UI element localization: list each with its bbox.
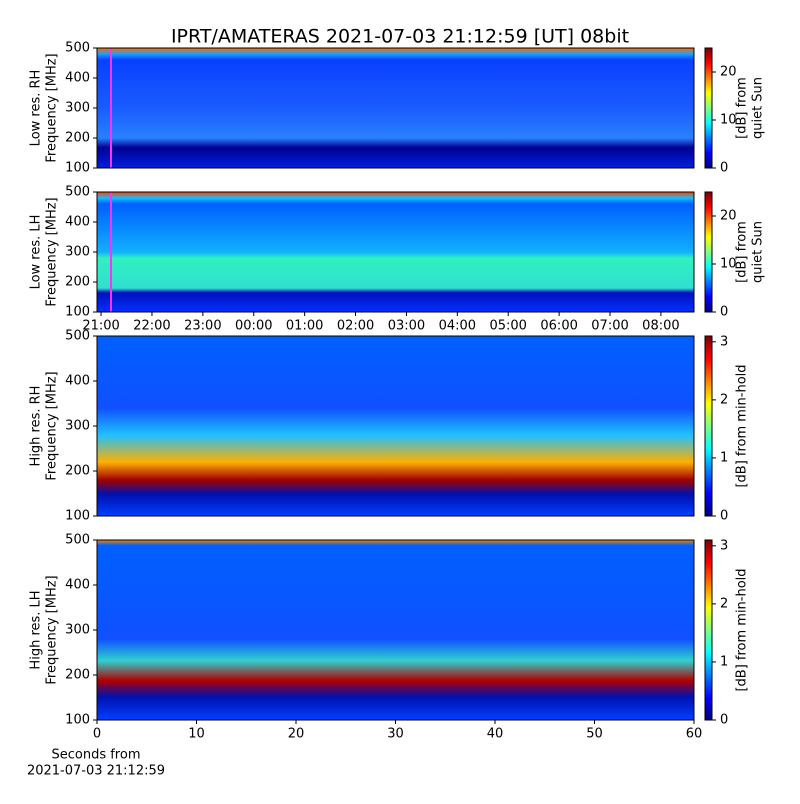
- figure-title: IPRT/AMATERAS 2021-07-03 21:12:59 [UT] 0…: [171, 26, 629, 48]
- y-axis-label: Frequency [MHz]: [45, 197, 60, 306]
- colorbar-tick-label: 0: [720, 161, 728, 176]
- colorbar: [704, 47, 713, 169]
- colorbar-tick-label: 1: [720, 450, 728, 465]
- colorbar-label: [dB] from: [735, 221, 750, 283]
- colorbar-label: [dB] from min-hold: [735, 364, 750, 487]
- y-tick-label: 400: [65, 215, 90, 230]
- y-tick-label: 300: [65, 419, 90, 434]
- x-tick-label: 30: [387, 727, 404, 742]
- y-tick-label: 400: [65, 71, 90, 86]
- spectrogram: [97, 192, 694, 312]
- y-tick-label: 100: [65, 509, 90, 524]
- colorbar-label: [dB] from min-hold: [735, 568, 750, 691]
- x-tick-label: 50: [586, 727, 603, 742]
- x-tick-label: 04:00: [439, 319, 476, 334]
- y-tick-label: 200: [65, 668, 90, 683]
- x-tick-label: 06:00: [540, 319, 577, 334]
- colorbar-tick-label: 0: [720, 713, 728, 728]
- x-tick-label: 02:00: [337, 319, 374, 334]
- y-tick-label: 100: [65, 305, 90, 320]
- colorbar-label: quiet Sun: [751, 221, 766, 283]
- y-tick-label: 200: [65, 464, 90, 479]
- x-tick-label: 0: [93, 727, 101, 742]
- y-tick-label: 500: [65, 329, 90, 344]
- x-axis-label: 2021-07-03 21:12:59: [27, 764, 165, 779]
- spectrogram: [97, 540, 694, 720]
- y-tick-label: 500: [65, 533, 90, 548]
- x-tick-label: 20: [288, 727, 305, 742]
- y-axis-label: Frequency [MHz]: [45, 371, 60, 480]
- x-tick-label: 40: [487, 727, 504, 742]
- spectrogram: [97, 336, 694, 516]
- colorbar-tick-label: 20: [720, 65, 737, 80]
- x-tick-label: 10: [188, 727, 205, 742]
- y-tick-label: 500: [65, 41, 90, 56]
- x-tick-label: 01:00: [286, 319, 323, 334]
- colorbar: [704, 335, 713, 517]
- colorbar: [704, 539, 713, 721]
- x-tick-label: 23:00: [184, 319, 221, 334]
- x-tick-label: 08:00: [642, 319, 679, 334]
- y-tick-label: 200: [65, 275, 90, 290]
- x-tick-label: 21:00: [82, 319, 119, 334]
- spectrogram: [97, 48, 694, 168]
- x-tick-label: 07:00: [591, 319, 628, 334]
- x-tick-label: 03:00: [388, 319, 425, 334]
- colorbar-label: quiet Sun: [751, 77, 766, 139]
- y-axis-label: Low res. LH: [29, 215, 44, 290]
- y-tick-label: 300: [65, 623, 90, 638]
- x-tick-label: 60: [686, 727, 703, 742]
- colorbar-tick-label: 2: [720, 596, 728, 611]
- marker-line: [110, 48, 112, 168]
- y-tick-label: 300: [65, 245, 90, 260]
- colorbar-tick-label: 3: [720, 334, 728, 349]
- colorbar-tick-label: 1: [720, 654, 728, 669]
- y-axis-label: High res. RH: [29, 386, 44, 467]
- y-axis-label: Frequency [MHz]: [45, 575, 60, 684]
- y-tick-label: 500: [65, 185, 90, 200]
- colorbar-tick-label: 20: [720, 209, 737, 224]
- x-tick-label: 00:00: [235, 319, 272, 334]
- colorbar: [704, 191, 713, 313]
- x-tick-label: 05:00: [489, 319, 526, 334]
- colorbar-tick-label: 0: [720, 509, 728, 524]
- colorbar-tick-label: 0: [720, 305, 728, 320]
- marker-line: [110, 192, 112, 312]
- colorbar-tick-label: 3: [720, 538, 728, 553]
- y-tick-label: 100: [65, 161, 90, 176]
- y-axis-label: High res. LH: [29, 590, 44, 669]
- x-tick-label: 22:00: [133, 319, 170, 334]
- y-tick-label: 100: [65, 713, 90, 728]
- y-axis-label: Low res. RH: [29, 70, 44, 147]
- y-tick-label: 400: [65, 578, 90, 593]
- x-axis-label: Seconds from: [51, 748, 140, 763]
- y-axis-label: Frequency [MHz]: [45, 53, 60, 162]
- y-tick-label: 400: [65, 374, 90, 389]
- colorbar-tick-label: 10: [720, 257, 737, 272]
- y-tick-label: 200: [65, 131, 90, 146]
- y-tick-label: 300: [65, 101, 90, 116]
- colorbar-tick-label: 2: [720, 392, 728, 407]
- colorbar-tick-label: 10: [720, 113, 737, 128]
- colorbar-label: [dB] from: [735, 77, 750, 139]
